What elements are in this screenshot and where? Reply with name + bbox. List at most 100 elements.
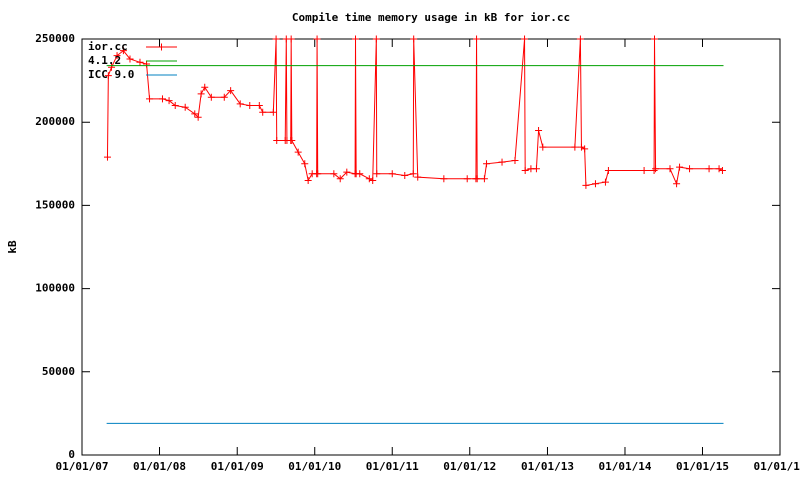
point-marker [715,165,723,173]
point-marker [577,143,585,151]
point-marker [197,90,205,98]
point-marker [126,55,134,63]
point-marker [336,175,344,183]
y-tick-label: 200000 [35,115,75,128]
point-marker [373,170,381,178]
x-tick-label: 01/01/11 [366,460,419,473]
point-marker [273,137,281,145]
point-marker [330,170,338,178]
point-marker [480,175,488,183]
point-marker [532,165,540,173]
legend-marker [158,43,165,51]
legend-label: 4.1.2 [88,54,121,67]
legend-label: ior.cc [88,40,128,53]
point-marker [705,165,713,173]
point-marker [301,160,309,168]
legend-label: ICC 9.0 [88,68,134,81]
point-marker [287,35,295,43]
point-marker [343,168,351,176]
point-marker [171,102,179,110]
point-marker [401,171,409,179]
point-marker [372,35,380,43]
point-marker [511,156,519,164]
point-marker [686,165,694,173]
x-tick-label: 01/01/16 [754,460,800,473]
point-marker [236,100,244,108]
y-tick-label: 0 [68,448,75,461]
point-marker [666,165,674,173]
x-tick-label: 01/01/07 [56,460,109,473]
x-tick-label: 01/01/15 [676,460,729,473]
point-marker [269,108,277,116]
point-marker [591,180,599,188]
point-marker [207,93,215,101]
point-marker [181,103,189,111]
point-marker [676,163,684,171]
point-marker [640,166,648,174]
point-marker [673,180,681,188]
point-marker [143,60,151,68]
point-marker [535,127,543,135]
point-marker [498,158,506,166]
point-marker [463,175,471,183]
point-marker [194,113,202,121]
point-marker [521,166,529,174]
point-marker [521,35,529,43]
point-marker [288,137,296,145]
plot-frame [81,38,781,456]
series-line [106,38,723,187]
point-marker [246,102,254,110]
point-marker [352,35,360,43]
point-marker [651,35,658,43]
point-marker [388,170,396,178]
point-marker [365,175,373,183]
point-marker [294,148,302,156]
point-marker [356,170,364,178]
point-marker [272,35,280,43]
point-marker [136,58,144,66]
point-marker [104,72,112,80]
point-marker [410,35,418,43]
x-tick-label: 01/01/09 [211,460,264,473]
point-marker [576,35,584,43]
point-marker [581,145,589,153]
y-tick-label: 100000 [35,282,75,295]
point-marker [604,166,612,174]
point-marker [314,170,322,178]
x-tick-label: 01/01/14 [598,460,651,473]
point-marker [201,83,209,91]
x-tick-label: 01/01/12 [443,460,496,473]
point-marker [220,93,228,101]
point-marker [571,143,579,151]
point-marker [369,176,377,184]
point-marker [440,175,448,183]
point-marker [103,153,111,161]
y-axis-label: kB [6,240,19,254]
x-tick-label: 01/01/10 [288,460,341,473]
point-marker [146,95,154,103]
point-marker [191,110,199,118]
point-marker [473,35,481,43]
y-tick-label: 50000 [42,365,75,378]
point-marker [108,63,116,71]
point-marker [255,102,263,110]
point-marker [718,166,726,174]
chart-title: Compile time memory usage in kB for ior.… [292,11,570,24]
point-marker [227,87,235,95]
point-marker [473,175,481,183]
point-marker [158,95,166,103]
point-marker [601,178,609,186]
y-tick-label: 250000 [35,32,75,45]
x-tick-label: 01/01/08 [133,460,186,473]
point-marker [650,166,658,174]
point-marker [414,173,422,181]
point-marker [652,165,660,173]
point-marker [113,52,121,60]
point-marker [165,97,173,105]
point-marker [313,35,321,43]
point-marker [409,170,417,178]
point-marker [119,47,127,55]
point-marker [539,143,547,151]
